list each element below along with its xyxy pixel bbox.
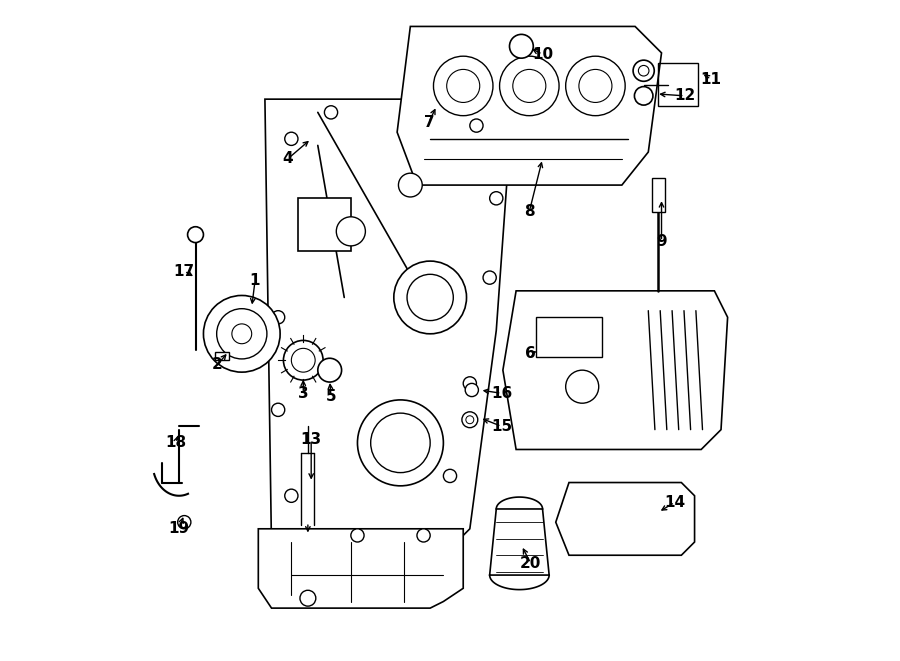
Text: 7: 7 — [424, 115, 434, 130]
Text: 3: 3 — [298, 386, 309, 401]
Text: 14: 14 — [664, 495, 685, 510]
Bar — [658, 63, 698, 106]
Circle shape — [399, 173, 422, 197]
Circle shape — [500, 56, 559, 116]
Circle shape — [407, 274, 454, 321]
Circle shape — [634, 87, 652, 105]
Text: 8: 8 — [524, 204, 535, 219]
Polygon shape — [556, 483, 695, 555]
Text: 12: 12 — [674, 89, 696, 103]
Circle shape — [203, 295, 280, 372]
Circle shape — [513, 69, 545, 102]
Text: 2: 2 — [212, 358, 222, 372]
Circle shape — [272, 311, 284, 324]
Polygon shape — [503, 291, 727, 449]
Bar — [536, 317, 602, 357]
Circle shape — [394, 261, 466, 334]
Circle shape — [464, 377, 476, 390]
Text: 5: 5 — [326, 389, 337, 404]
Text: 17: 17 — [174, 264, 194, 278]
Circle shape — [292, 348, 315, 372]
Circle shape — [318, 358, 342, 382]
Circle shape — [483, 271, 496, 284]
Text: 18: 18 — [165, 436, 186, 450]
Polygon shape — [397, 26, 662, 185]
Circle shape — [566, 56, 626, 116]
Circle shape — [446, 69, 480, 102]
Circle shape — [470, 119, 483, 132]
Text: 16: 16 — [491, 386, 512, 401]
Circle shape — [177, 516, 191, 529]
Circle shape — [490, 192, 503, 205]
Circle shape — [284, 340, 323, 380]
Circle shape — [579, 69, 612, 102]
Circle shape — [217, 309, 267, 359]
Bar — [298, 198, 351, 251]
Circle shape — [324, 106, 338, 119]
Circle shape — [272, 403, 284, 416]
Circle shape — [284, 489, 298, 502]
Polygon shape — [490, 509, 549, 575]
Circle shape — [284, 132, 298, 145]
Text: 20: 20 — [520, 556, 541, 570]
Text: 15: 15 — [491, 419, 512, 434]
Circle shape — [357, 400, 444, 486]
Text: 11: 11 — [700, 72, 722, 87]
Polygon shape — [258, 529, 464, 608]
Circle shape — [466, 416, 473, 424]
Circle shape — [371, 413, 430, 473]
Circle shape — [187, 227, 203, 243]
Polygon shape — [265, 99, 509, 549]
Circle shape — [509, 34, 534, 58]
Text: 13: 13 — [301, 432, 322, 447]
Circle shape — [638, 65, 649, 76]
Circle shape — [633, 60, 654, 81]
Circle shape — [351, 529, 364, 542]
Text: 4: 4 — [283, 151, 293, 166]
Circle shape — [434, 56, 493, 116]
Circle shape — [417, 529, 430, 542]
Circle shape — [444, 469, 456, 483]
Text: 6: 6 — [526, 346, 536, 361]
Text: 9: 9 — [656, 234, 667, 249]
Circle shape — [566, 370, 598, 403]
Text: 1: 1 — [250, 274, 260, 288]
Text: 19: 19 — [168, 522, 190, 536]
Bar — [652, 178, 665, 212]
Circle shape — [465, 383, 479, 397]
Polygon shape — [215, 352, 229, 360]
Text: 10: 10 — [532, 47, 554, 61]
Circle shape — [300, 590, 316, 606]
Circle shape — [337, 217, 365, 246]
Circle shape — [232, 324, 252, 344]
Circle shape — [462, 412, 478, 428]
